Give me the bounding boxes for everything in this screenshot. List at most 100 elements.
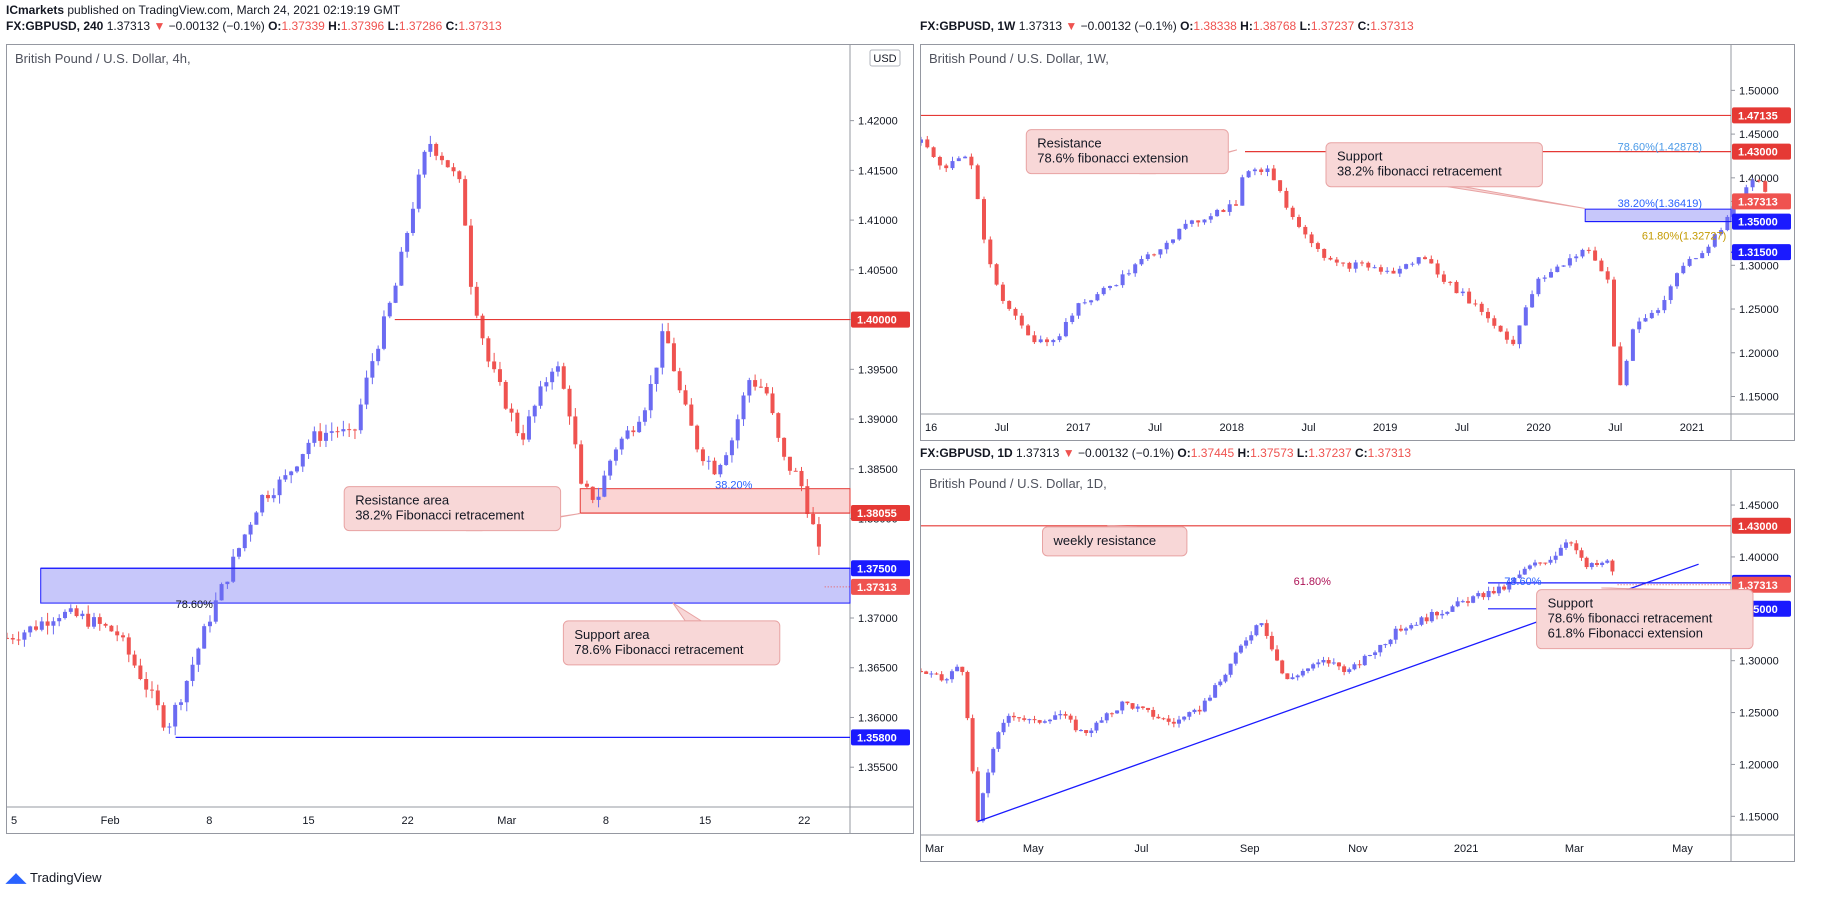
candle-body [613, 449, 618, 461]
candle-body [434, 143, 439, 156]
candle-body [236, 548, 241, 557]
level-price-label: 1.37500 [857, 563, 897, 575]
candle-body [1068, 715, 1073, 720]
publish-line: ICmarkets published on TradingView.com, … [6, 3, 400, 17]
candle-body [1027, 719, 1032, 721]
candle-body [416, 174, 421, 209]
candle-body [1542, 277, 1547, 279]
candle-body [1341, 262, 1346, 264]
candle-body [1275, 649, 1280, 661]
level-price-tag [1732, 143, 1791, 160]
legend-high: 1.38768 [1252, 19, 1297, 33]
current-price-label: 1.37313 [857, 582, 897, 594]
chart-panel-4h[interactable]: British Pound / U.S. Dollar, 4h, 1.42000 1… [6, 44, 914, 834]
candle-body [1549, 272, 1553, 278]
candle-body [1373, 652, 1378, 656]
callout-box [1536, 589, 1754, 650]
candle-body [544, 382, 549, 387]
x-tick-label: Jul [1608, 422, 1622, 434]
callout-text: Support area [574, 627, 650, 642]
candle-body [1095, 294, 1100, 301]
y-tick-label: 1.25000 [1739, 708, 1779, 720]
candle-body [1517, 574, 1522, 578]
chart-daily[interactable]: British Pound / U.S. Dollar, 1D, 1.45000 1… [921, 470, 1794, 861]
candle-body [381, 316, 386, 349]
chart-title: British Pound / U.S. Dollar, 4h, [15, 51, 191, 66]
candle-body [1599, 260, 1604, 272]
legend-change: −0.00132 (−0.1%) [1078, 446, 1175, 460]
candle-body [428, 143, 433, 152]
candle-body [1624, 360, 1629, 386]
candle-body [497, 369, 502, 382]
candle-body [178, 702, 183, 705]
candle-body [1367, 655, 1372, 657]
candle-body [1342, 666, 1347, 672]
candle-body [242, 534, 247, 549]
candle-body [1455, 601, 1460, 607]
candle-body [1051, 340, 1056, 343]
candle-body [468, 225, 473, 287]
candle-body [1543, 562, 1548, 564]
candle-body [1259, 169, 1264, 172]
candle-body [1610, 560, 1615, 572]
candle-body [405, 233, 410, 252]
publisher-name[interactable]: ICmarkets [6, 3, 65, 17]
candle-body [677, 371, 682, 391]
y-tick-label: 1.39500 [858, 364, 898, 376]
candle-body [1712, 234, 1717, 247]
candle-body [1366, 262, 1371, 268]
chart-weekly[interactable]: British Pound / U.S. Dollar, 1W, 1.50000 1… [921, 45, 1794, 440]
candle-body [184, 680, 189, 703]
candle-body [1448, 281, 1453, 283]
candle-body [341, 429, 346, 432]
candle-body [1567, 258, 1572, 266]
candle-body [1297, 217, 1301, 227]
chart-panel-weekly[interactable]: British Pound / U.S. Dollar, 1W, 1.50000 1… [920, 44, 1795, 441]
level-price-tag [1732, 107, 1791, 124]
legend-price: 1.37313 [106, 19, 151, 33]
current-price-tag [1732, 576, 1791, 593]
candle-body [1233, 652, 1238, 664]
legend-high: 1.37573 [1250, 446, 1294, 460]
candle-body [451, 167, 456, 172]
candle-body [937, 156, 942, 166]
candle-body [1290, 677, 1295, 680]
chart-4h[interactable]: British Pound / U.S. Dollar, 4h, 1.42000 1… [7, 45, 913, 833]
candle-body [231, 556, 236, 582]
candle-body [1530, 294, 1535, 308]
candle-body [934, 673, 939, 675]
candle-body [1561, 265, 1566, 267]
candle-body [97, 617, 102, 624]
y-tick-label: 1.36500 [858, 663, 898, 675]
candle-body [782, 437, 787, 457]
candle-body [1693, 258, 1698, 260]
candle-body [1756, 180, 1761, 182]
candle-body [1133, 264, 1138, 274]
support-zone [1584, 208, 1732, 223]
candle-body [503, 381, 508, 409]
candle-body [1467, 291, 1472, 304]
x-tick-label: 2017 [1066, 422, 1090, 434]
candle-body [115, 631, 120, 636]
candle-body [213, 600, 218, 622]
chart-panel-daily[interactable]: British Pound / U.S. Dollar, 1D, 1.45000 1… [920, 469, 1795, 862]
x-tick-label: 2021 [1680, 422, 1704, 434]
y-tick-label: 1.40000 [1739, 173, 1779, 185]
candle-body [1104, 713, 1109, 721]
candle-body [1271, 168, 1276, 181]
candle-body [1584, 557, 1589, 568]
candle-body [1223, 674, 1228, 682]
candle-body [1441, 274, 1446, 282]
candle-body [921, 671, 923, 673]
candle-body [283, 475, 288, 480]
fib-label: 78.60% [1504, 576, 1542, 588]
candle-body [1388, 639, 1393, 645]
x-tick-label: 8 [206, 815, 212, 827]
candle-body [422, 151, 427, 175]
candle-body [1300, 670, 1305, 676]
tradingview-logo[interactable]: ◢◣ TradingView [6, 870, 102, 886]
candle-body [939, 674, 944, 681]
candle-body [486, 338, 491, 362]
candle-body [1579, 550, 1584, 558]
